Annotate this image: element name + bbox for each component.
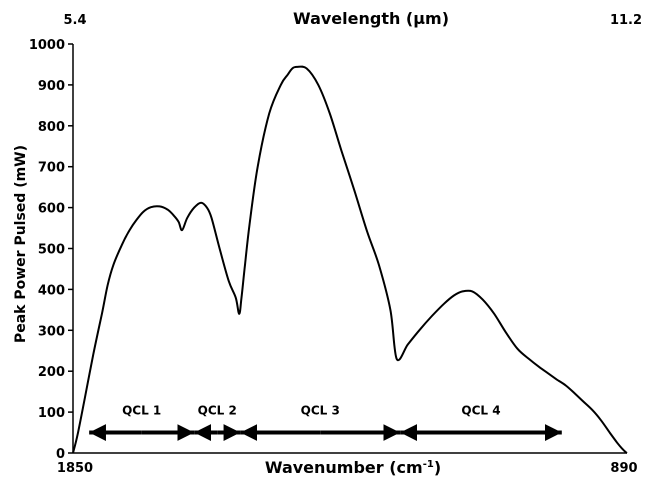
bottom-axis-title-main: Wavenumber (cm: [265, 458, 423, 477]
bottom-axis-title: Wavenumber (cm-1): [265, 458, 441, 477]
bottom-axis-tick-right: 890: [610, 461, 637, 476]
y-tick-label: 200: [38, 365, 65, 380]
y-tick-label: 300: [38, 324, 65, 339]
qcl-label: QCL 3: [301, 404, 340, 418]
top-axis-tick-left: 5.4: [63, 13, 86, 28]
bottom-axis-tick-left: 1850: [57, 461, 93, 476]
y-tick-label: 1000: [29, 38, 65, 53]
y-tick-label: 600: [38, 202, 65, 217]
y-tick-label: 800: [38, 120, 65, 135]
y-tick-label: 500: [38, 243, 65, 258]
qcl-label: QCL 1: [122, 404, 161, 418]
qcl-label: QCL 2: [198, 404, 237, 418]
top-axis-title: Wavelength (μm): [293, 9, 449, 28]
y-tick-label: 100: [38, 406, 65, 421]
power-curve: [73, 67, 627, 453]
qcl-label: QCL 4: [461, 404, 500, 418]
y-tick-label: 0: [56, 447, 65, 462]
bottom-axis-title-end: ): [434, 458, 441, 477]
y-axis-ticks: 0 100 200 300 400 500 600 700 800 900 1000: [29, 38, 73, 462]
y-tick-label: 700: [38, 161, 65, 176]
top-axis-tick-right: 11.2: [610, 13, 642, 28]
y-tick-label: 400: [38, 283, 65, 298]
y-axis-title: Peak Power Pulsed (mW): [13, 145, 29, 343]
chart-marks: QCL 1 QCL 2 QCL 3 QCL 4: [73, 67, 627, 453]
y-tick-label: 900: [38, 79, 65, 94]
bottom-axis-title-sup: -1: [423, 459, 434, 470]
